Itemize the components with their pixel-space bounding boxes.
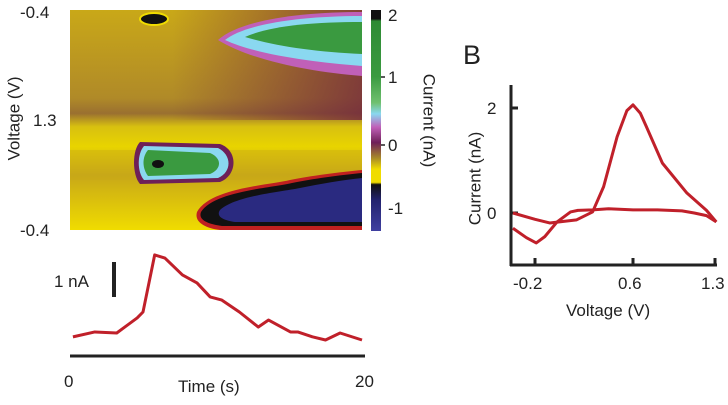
cv-xtick: -0.2 xyxy=(513,274,543,293)
cv-forward-scan-line xyxy=(512,103,718,225)
heatmap-ytick: -0.4 xyxy=(20,221,50,240)
cv-ylabel: Current (nA) xyxy=(465,131,485,226)
cv-ytick: 0 xyxy=(487,204,497,223)
cv-xlabel: Voltage (V) xyxy=(566,301,651,320)
colorbar-tick: 1 xyxy=(388,68,398,87)
cv-xtick: 1.3 xyxy=(701,274,725,293)
scale-bar-label: 1 nA xyxy=(54,272,89,291)
heatmap-peak-center xyxy=(134,142,234,184)
time-xtick: 0 xyxy=(64,372,74,391)
colorbar-tick: 0 xyxy=(388,136,398,155)
current-trace-line xyxy=(72,253,363,342)
cv-reverse-scan-line xyxy=(512,207,718,245)
heatmap-ytick: 1.3 xyxy=(33,111,57,130)
heatmap-peak-top xyxy=(139,12,169,26)
heatmap-plume-top-right xyxy=(218,12,362,76)
colorbar-tick: -1 xyxy=(388,199,404,218)
colorbar xyxy=(371,10,381,231)
heatmap-ytick: -0.4 xyxy=(20,3,50,22)
panel-label-b: B xyxy=(463,40,482,70)
heatmap-trough-bottom xyxy=(196,170,362,230)
cv-ytick: 2 xyxy=(487,99,497,118)
colorbar-tick: 2 xyxy=(388,6,398,25)
time-xlabel: Time (s) xyxy=(178,377,240,396)
cv-xtick: 0.6 xyxy=(618,274,642,293)
time-xtick: 20 xyxy=(355,372,374,391)
